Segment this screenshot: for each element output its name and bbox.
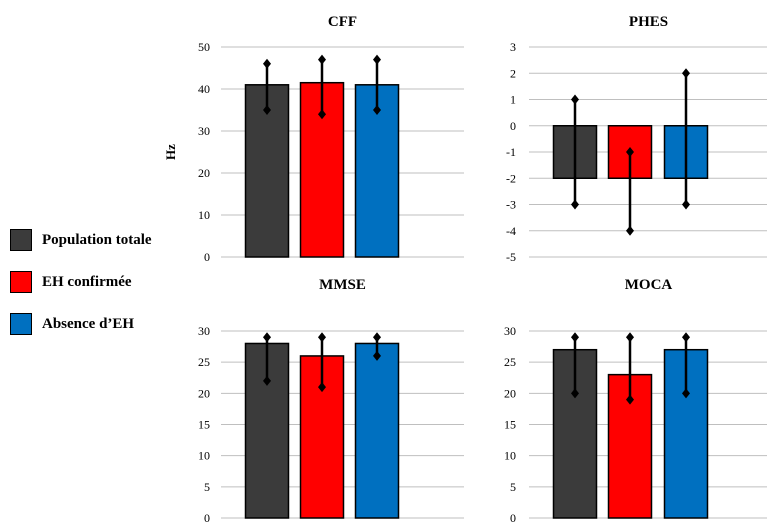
moca-tick-label: 5 — [510, 480, 516, 494]
mmse-errorbar-marker-3-high — [373, 332, 381, 343]
legend-item-eh-confirmee: EH confirmée — [10, 270, 152, 294]
moca-tick-label: 15 — [504, 418, 516, 432]
mmse-tick-label: 25 — [198, 355, 210, 369]
moca-bar-1 — [552, 348, 598, 519]
cff-errorbar-marker-2-low — [318, 109, 326, 120]
cff-tick-label: 0 — [204, 250, 210, 264]
phes-tick-label: 2 — [510, 66, 516, 80]
phes-errorbar-marker-1-high — [571, 94, 579, 105]
moca-errorbar-marker-1-high — [571, 332, 579, 343]
phes-errorbar-marker-3-low — [682, 199, 690, 210]
moca-errorbar-marker-2-low — [626, 394, 634, 405]
phes-tick-label: 3 — [510, 40, 516, 54]
moca-tick-label: 20 — [504, 386, 516, 400]
cff-ylabel: Hz — [163, 144, 178, 160]
moca-tick-label: 30 — [504, 324, 516, 338]
cff-tick-label: 40 — [198, 82, 210, 96]
legend-swatch-eh-confirmee — [10, 271, 32, 293]
cff-errorbar-marker-3-low — [373, 105, 381, 115]
phes-tick-label: -5 — [506, 250, 516, 264]
legend-swatch-population-totale — [10, 229, 32, 251]
phes-tick-label: -4 — [506, 224, 516, 238]
legend-label-absence-eh: Absence d’EH — [42, 315, 135, 332]
cff-errorbar-marker-1-high — [263, 58, 271, 69]
phes-errorbar-marker-3-high — [682, 68, 690, 79]
mmse-tick-label: 0 — [204, 511, 210, 523]
mmse-tick-label: 30 — [198, 324, 210, 338]
phes-tick-label: 1 — [510, 93, 516, 107]
mmse-tick-label: 10 — [198, 449, 210, 463]
mmse-errorbar-marker-3-low — [373, 350, 381, 361]
phes-tick-label: 0 — [510, 119, 516, 133]
phes-errorbar-marker-1-low — [571, 199, 579, 210]
legend-item-population-totale: Population totale — [10, 228, 152, 252]
mmse-errorbar-marker-2-high — [318, 332, 326, 343]
mmse-bar-3 — [354, 342, 400, 519]
cff-errorbar-marker-3-high — [373, 54, 381, 65]
legend: Population totale EH confirmée Absence d… — [10, 228, 152, 354]
cff-errorbar-marker-1-low — [263, 105, 271, 115]
phes-errorbar-marker-2-low — [626, 225, 634, 236]
mmse-errorbar-marker-1-low — [263, 375, 271, 386]
legend-swatch-absence-eh — [10, 313, 32, 335]
mmse-title: MMSE — [319, 277, 366, 293]
phes-tick-label: -1 — [506, 145, 516, 159]
moca-tick-label: 25 — [504, 355, 516, 369]
phes-errorbar-marker-2-high — [626, 147, 634, 157]
moca-tick-label: 0 — [510, 511, 516, 523]
cff-tick-label: 30 — [198, 124, 210, 138]
cff-bar-3 — [354, 84, 400, 258]
moca-errorbar-marker-1-low — [571, 388, 579, 399]
phes-tick-label: -3 — [506, 198, 516, 212]
cff-errorbar-marker-2-high — [318, 54, 326, 65]
phes-title: PHES — [629, 14, 668, 30]
mmse-tick-label: 20 — [198, 386, 210, 400]
moca-title: MOCA — [625, 277, 673, 293]
moca-errorbar-marker-3-high — [682, 332, 690, 343]
moca-errorbar-marker-2-high — [626, 332, 634, 343]
legend-label-population-totale: Population totale — [42, 231, 152, 248]
cff-tick-label: 10 — [198, 208, 210, 222]
cff-tick-label: 20 — [198, 166, 210, 180]
phes-tick-label: -2 — [506, 171, 516, 185]
cff-title: CFF — [328, 14, 357, 30]
mmse-errorbar-marker-1-high — [263, 332, 271, 343]
moca-errorbar-marker-3-low — [682, 388, 690, 399]
mmse-errorbar-marker-2-low — [318, 382, 326, 393]
mmse-tick-label: 15 — [198, 418, 210, 432]
cff-tick-label: 50 — [198, 40, 210, 54]
legend-label-eh-confirmee: EH confirmée — [42, 273, 132, 290]
moca-tick-label: 10 — [504, 449, 516, 463]
legend-item-absence-eh: Absence d’EH — [10, 312, 152, 336]
mmse-tick-label: 5 — [204, 480, 210, 494]
